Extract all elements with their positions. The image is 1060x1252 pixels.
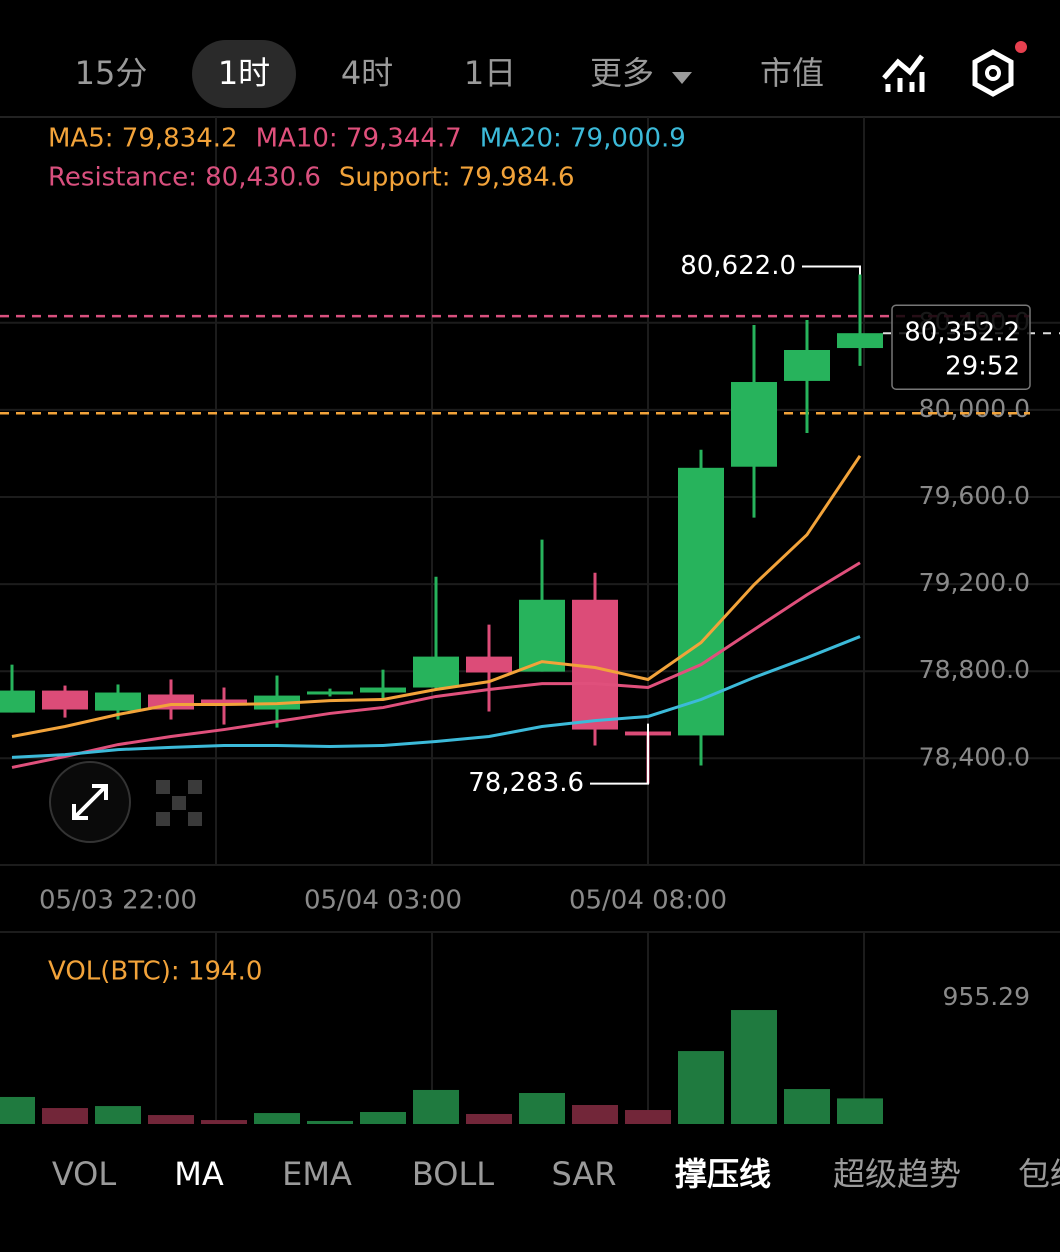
y-tick-label: 79,600.0 <box>919 481 1030 510</box>
low-label: 78,283.6 <box>468 768 584 798</box>
candle-body <box>784 350 830 381</box>
candle-body <box>466 656 512 673</box>
y-tick-label: 78,400.0 <box>919 742 1030 771</box>
low-leader <box>590 723 649 785</box>
volume-bar <box>784 1089 830 1124</box>
dropdown-arrow <box>672 72 692 84</box>
indicator-tab[interactable]: 包络 <box>1018 1155 1060 1193</box>
tab[interactable]: 15分 <box>75 54 148 92</box>
high-label: 80,622.0 <box>680 251 796 281</box>
indicator-tab[interactable]: VOL <box>52 1155 117 1193</box>
settings-icon[interactable] <box>972 41 1027 97</box>
candle-body <box>42 690 88 710</box>
ma-legend: MA20: 79,000.9 <box>480 124 686 154</box>
volume-bar <box>731 1010 777 1124</box>
tab[interactable]: 市值 <box>760 54 824 92</box>
indicator-tab[interactable]: 撑压线 <box>675 1155 771 1193</box>
candle-body <box>360 687 406 693</box>
candle-body <box>678 467 724 736</box>
candle-body <box>307 691 353 695</box>
tab[interactable]: 1日 <box>464 54 516 92</box>
y-tick-label: 79,200.0 <box>919 568 1030 597</box>
candle-body <box>413 656 459 688</box>
y-tick-label: 80,000.0 <box>919 394 1030 423</box>
last-price-box <box>891 304 1031 390</box>
indicator-tab[interactable]: BOLL <box>412 1155 494 1193</box>
level-legend: Resistance: 80,430.6 <box>48 163 321 193</box>
x-tick-label: 05/04 03:00 <box>304 886 462 916</box>
tab-selected[interactable]: 1时 <box>218 54 270 92</box>
volume-bar <box>95 1106 141 1124</box>
expand-icon <box>72 784 108 820</box>
last-price: 80,352.2 <box>904 318 1020 348</box>
volume-bar <box>148 1115 194 1124</box>
volume-bar <box>307 1120 353 1124</box>
volume-bar <box>201 1120 247 1124</box>
ma-line <box>11 635 861 759</box>
volume-bar <box>519 1093 565 1124</box>
candle-body <box>731 382 777 467</box>
ma-line <box>11 561 861 769</box>
ma-legend: MA5: 79,834.2 <box>48 124 238 154</box>
candle-body <box>519 599 565 672</box>
ma-line <box>11 454 862 738</box>
candle-body <box>95 692 141 711</box>
volume-bar <box>837 1098 883 1124</box>
level-legend: Support: 79,984.6 <box>339 163 575 193</box>
volume-bar <box>413 1089 459 1124</box>
volume-bar <box>625 1110 671 1124</box>
candle-body <box>0 690 35 713</box>
volume-bar <box>42 1108 88 1124</box>
candle-body <box>837 333 883 349</box>
selected-tab-bg <box>192 40 296 108</box>
countdown: 29:52 <box>945 352 1020 382</box>
tab[interactable]: 4时 <box>341 54 393 92</box>
indicator-tab[interactable]: EMA <box>282 1155 352 1193</box>
volume-bar <box>572 1105 618 1124</box>
x-tick-label: 05/03 22:00 <box>39 886 197 916</box>
ma-legend: MA10: 79,344.7 <box>256 124 462 154</box>
volume-bar <box>360 1111 406 1124</box>
volume-bar <box>254 1113 300 1124</box>
y-tick-label: 78,800.0 <box>919 655 1030 684</box>
tab[interactable]: 更多 <box>590 54 654 92</box>
indicator-tab[interactable]: SAR <box>551 1155 616 1193</box>
volume-bar <box>0 1096 35 1124</box>
volume-legend: VOL(BTC): 194.0 <box>48 957 262 987</box>
watermark <box>156 780 202 826</box>
x-tick-label: 05/04 08:00 <box>569 886 727 916</box>
high-leader <box>802 265 861 275</box>
volume-tick: 955.29 <box>943 982 1030 1011</box>
indicator-tab[interactable]: 超级趋势 <box>833 1155 961 1193</box>
candle-body <box>201 699 247 706</box>
chart-style-icon[interactable] <box>882 54 925 92</box>
volume-bar <box>678 1051 724 1124</box>
indicator-tab[interactable]: MA <box>174 1155 224 1193</box>
volume-bar <box>466 1113 512 1124</box>
